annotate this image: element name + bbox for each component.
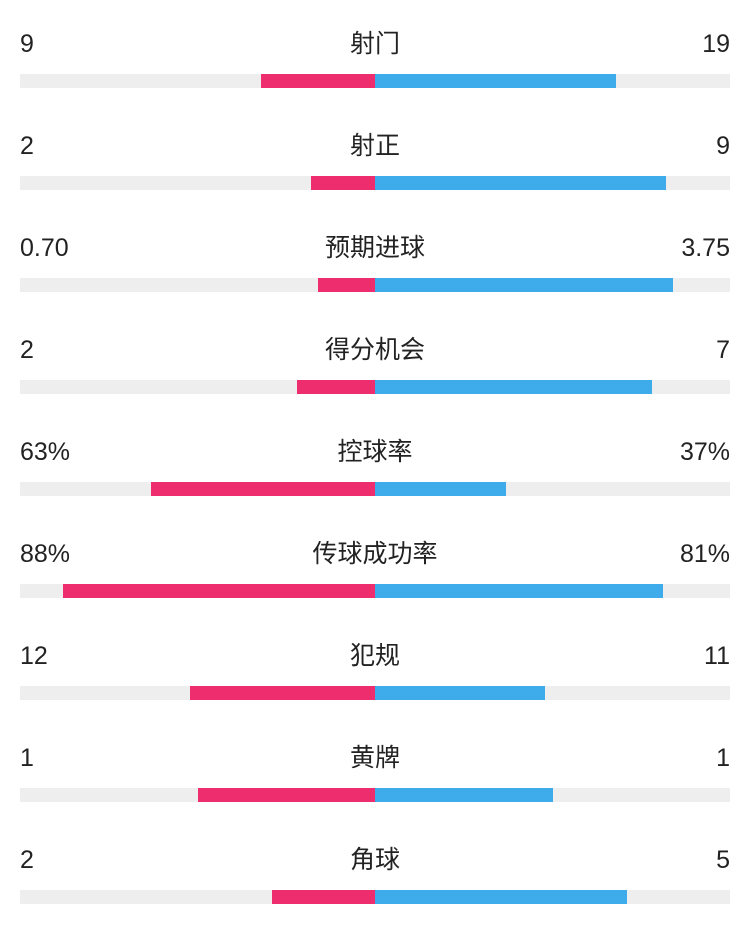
stat-row: 2角球5 [20,840,730,904]
bar-fill-left [311,176,375,190]
stat-value-left: 2 [20,336,80,365]
stat-name: 射门 [80,24,670,60]
stat-value-right: 3.75 [670,234,730,263]
bar-fill-left [190,686,375,700]
stat-name: 射正 [80,126,670,162]
bar-half-right [375,584,730,598]
stat-name: 预期进球 [80,228,670,264]
bar-half-right [375,278,730,292]
bar-fill-right [375,74,616,88]
stat-value-right: 1 [670,744,730,773]
stat-value-right: 7 [670,336,730,365]
stat-labels: 63%控球率37% [20,432,730,468]
stat-value-left: 0.70 [20,234,80,263]
stat-labels: 1黄牌1 [20,738,730,774]
stat-value-left: 63% [20,438,80,467]
bar-fill-right [375,890,627,904]
stat-labels: 2角球5 [20,840,730,876]
bar-fill-right [375,380,652,394]
bar-fill-right [375,278,673,292]
bar-half-left [20,482,375,496]
stat-labels: 88%传球成功率81% [20,534,730,570]
bar-fill-right [375,176,666,190]
stat-labels: 9射门19 [20,24,730,60]
stat-name: 传球成功率 [80,534,670,570]
bar-half-right [375,482,730,496]
bar-half-right [375,74,730,88]
bar-half-left [20,380,375,394]
stat-bar [20,890,730,904]
bar-half-right [375,890,730,904]
bar-fill-left [318,278,375,292]
stat-value-right: 19 [670,30,730,59]
stats-comparison-chart: 9射门192射正90.70预期进球3.752得分机会763%控球率37%88%传… [0,0,750,944]
stat-row: 1黄牌1 [20,738,730,802]
stat-bar [20,482,730,496]
stat-bar [20,278,730,292]
stat-labels: 2得分机会7 [20,330,730,366]
bar-fill-right [375,686,545,700]
stat-value-right: 81% [670,540,730,569]
stat-row: 88%传球成功率81% [20,534,730,598]
bar-half-left [20,788,375,802]
stat-bar [20,176,730,190]
bar-half-left [20,686,375,700]
bar-fill-left [297,380,375,394]
bar-fill-left [198,788,376,802]
bar-half-right [375,788,730,802]
stat-value-right: 5 [670,846,730,875]
stat-name: 犯规 [80,636,670,672]
bar-fill-left [151,482,375,496]
stat-row: 9射门19 [20,24,730,88]
stat-name: 得分机会 [80,330,670,366]
bar-half-left [20,584,375,598]
bar-half-left [20,890,375,904]
stat-bar [20,74,730,88]
stat-value-left: 2 [20,132,80,161]
stat-value-right: 37% [670,438,730,467]
bar-half-right [375,686,730,700]
bar-fill-left [261,74,375,88]
bar-fill-right [375,584,663,598]
stat-row: 2射正9 [20,126,730,190]
bar-half-right [375,380,730,394]
bar-half-left [20,176,375,190]
stat-labels: 2射正9 [20,126,730,162]
stat-labels: 0.70预期进球3.75 [20,228,730,264]
stat-name: 角球 [80,840,670,876]
stat-labels: 12犯规11 [20,636,730,672]
stat-row: 12犯规11 [20,636,730,700]
stat-value-left: 2 [20,846,80,875]
stat-row: 0.70预期进球3.75 [20,228,730,292]
stat-name: 黄牌 [80,738,670,774]
bar-half-left [20,278,375,292]
bar-half-right [375,176,730,190]
stat-value-left: 9 [20,30,80,59]
bar-fill-left [63,584,375,598]
stat-name: 控球率 [80,432,670,468]
stat-value-left: 1 [20,744,80,773]
stat-bar [20,686,730,700]
stat-value-left: 12 [20,642,80,671]
stat-row: 63%控球率37% [20,432,730,496]
bar-fill-left [272,890,375,904]
stat-bar [20,788,730,802]
stat-row: 2得分机会7 [20,330,730,394]
stat-bar [20,380,730,394]
stat-bar [20,584,730,598]
stat-value-right: 9 [670,132,730,161]
bar-fill-right [375,482,506,496]
stat-value-right: 11 [670,642,730,671]
stat-value-left: 88% [20,540,80,569]
bar-fill-right [375,788,553,802]
bar-half-left [20,74,375,88]
